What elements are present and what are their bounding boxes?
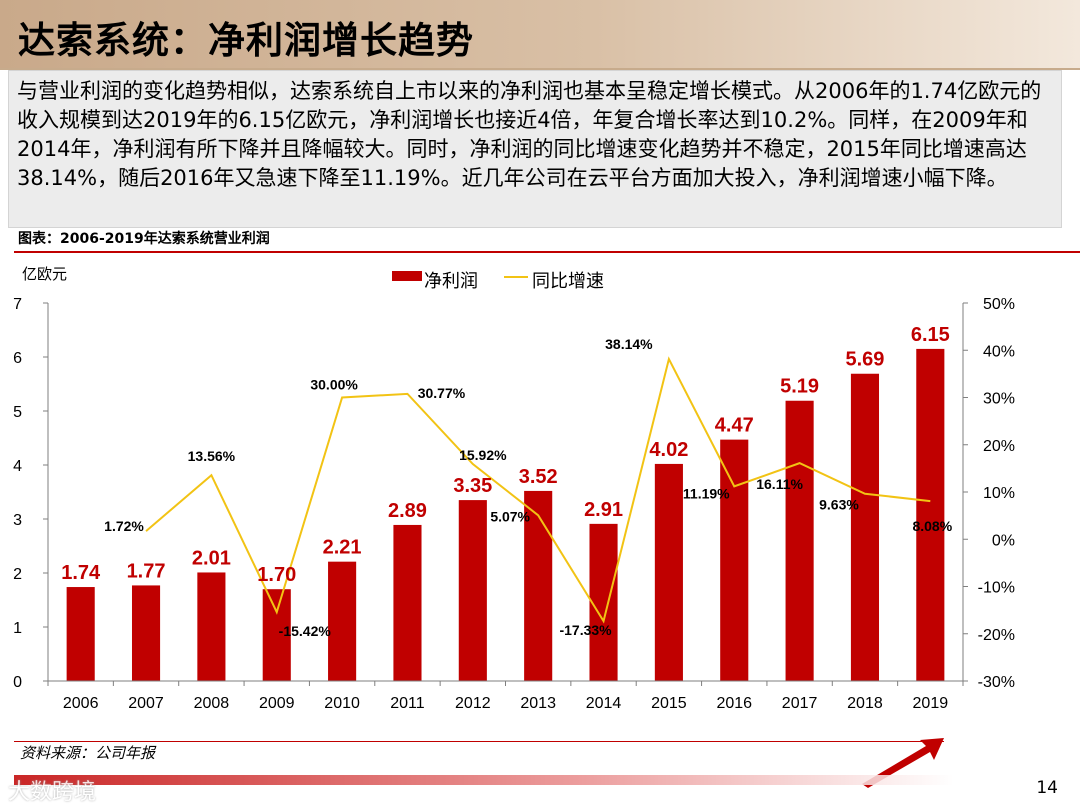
growth-value-label: 30.77% [418,385,466,401]
left-tick-label: 5 [13,404,22,421]
x-tick-label: 2018 [847,695,883,712]
bar-value-label: 3.52 [519,466,558,488]
growth-value-label: -17.33% [559,622,612,638]
x-tick-label: 2012 [455,695,491,712]
bar [197,572,226,681]
bar-value-label: 2.01 [192,547,231,569]
legend-bar-label: 净利润 [424,271,478,292]
x-tick-label: 2007 [128,695,164,712]
bar [458,500,487,681]
x-tick-label: 2017 [782,695,818,712]
left-tick-label: 3 [13,512,22,529]
line-layer [145,356,931,624]
growth-value-label: 13.56% [188,448,236,464]
right-tick-label: 10% [983,485,1015,502]
bar [262,589,291,681]
bar [654,463,683,681]
x-tick-label: 2019 [913,695,949,712]
growth-value-label: 1.72% [104,518,144,534]
bar-value-label: 2.89 [388,500,427,522]
right-tick-label: 40% [983,343,1015,360]
growth-value-label: 16.11% [756,476,803,492]
right-tick-label: 30% [983,391,1015,408]
watermark: 大数跨境 [8,780,97,805]
description-text: 与营业利润的变化趋势相似，达索系统自上市以来的净利润也基本呈稳定增长模式。从20… [17,79,1042,190]
bar [524,490,553,681]
bar-value-label: 4.02 [649,439,688,461]
bar-layer [66,348,945,681]
bar-value-label: 5.69 [845,349,884,371]
page-number: 14 [1036,778,1058,798]
left-tick-label: 1 [13,620,22,637]
top-divider [14,251,1080,253]
left-tick-label: 7 [13,296,22,313]
right-tick-label: -30% [978,674,1015,691]
figure-caption: 图表：2006-2019年达索系统营业利润 [18,231,270,247]
chart: 1.74 1.77 2.01 1.70 2.21 2.89 3.35 3.52 2.91 4.02… [13,265,1015,712]
left-tick-label: 6 [13,350,22,367]
legend-line-label: 同比增速 [532,271,604,292]
bar-value-label: 5.19 [780,376,819,398]
bar [131,585,161,681]
legend-bar-swatch [392,271,422,281]
bar-value-label: 1.74 [61,562,101,584]
x-tick-label: 2013 [520,695,556,712]
bar [328,561,357,681]
bar [720,439,749,681]
right-tick-label: -20% [978,627,1015,644]
legend-layer: 净利润 同比增速 [392,271,604,292]
right-tick-label: 20% [983,438,1015,455]
right-tick-label: -10% [978,580,1015,597]
x-tick-label: 2014 [586,695,622,712]
bar-value-label: 1.70 [257,564,296,586]
bar-value-label: 2.91 [584,499,623,521]
bar-value-label: 6.15 [911,324,950,346]
left-tick-label: 4 [13,458,22,475]
left-tick-label: 2 [13,566,22,583]
x-tick-label: 2010 [324,695,360,712]
bar [66,587,95,681]
right-tick-label: 50% [983,296,1015,313]
x-tick-label: 2009 [259,695,295,712]
bar-value-label: 2.21 [323,537,362,559]
bar [850,373,880,681]
bar [785,400,814,681]
right-tick-label: 0% [992,532,1015,549]
page-title: 达索系统：净利润增长趋势 [18,19,474,62]
footer-stripe [14,775,954,785]
left-tick-label: 0 [13,674,22,691]
description-box: 与营业利润的变化趋势相似，达索系统自上市以来的净利润也基本呈稳定增长模式。从20… [8,70,1062,228]
x-tick-label: 2008 [194,695,230,712]
bar-value-label: 4.47 [715,415,754,437]
x-tick-label: 2011 [390,695,425,712]
growth-value-label: 38.14% [605,336,653,352]
growth-value-label: 5.07% [490,508,530,524]
x-tick-label: 2015 [651,695,687,712]
x-tick-label: 2016 [716,695,752,712]
growth-value-label: 8.08% [912,518,952,534]
y-unit-label: 亿欧元 [22,265,67,283]
bar [916,348,945,681]
bar [589,523,618,681]
growth-value-label: 15.92% [459,447,507,463]
bottom-divider [14,741,944,742]
bar [393,524,422,681]
title-bar: 达索系统：净利润增长趋势 [0,0,1080,70]
axis-layer: 0 1 2 3 4 5 6 7 -30% -20% -10% 0% 10% 20% 30% 40% 50% 200… [13,265,1015,712]
bar-value-label: 3.35 [453,475,492,497]
source-note: 资料来源：公司年报 [20,744,156,762]
growth-value-label: 9.63% [819,497,859,513]
x-tick-label: 2006 [63,695,99,712]
label-layer: 1.74 1.77 2.01 1.70 2.21 2.89 3.35 3.52 2.91 4.02… [61,324,953,639]
bar-value-label: 1.77 [127,560,166,582]
growth-value-label: 30.00% [310,377,358,393]
growth-value-label: 11.19% [683,485,730,501]
growth-value-label: -15.42% [279,623,332,639]
